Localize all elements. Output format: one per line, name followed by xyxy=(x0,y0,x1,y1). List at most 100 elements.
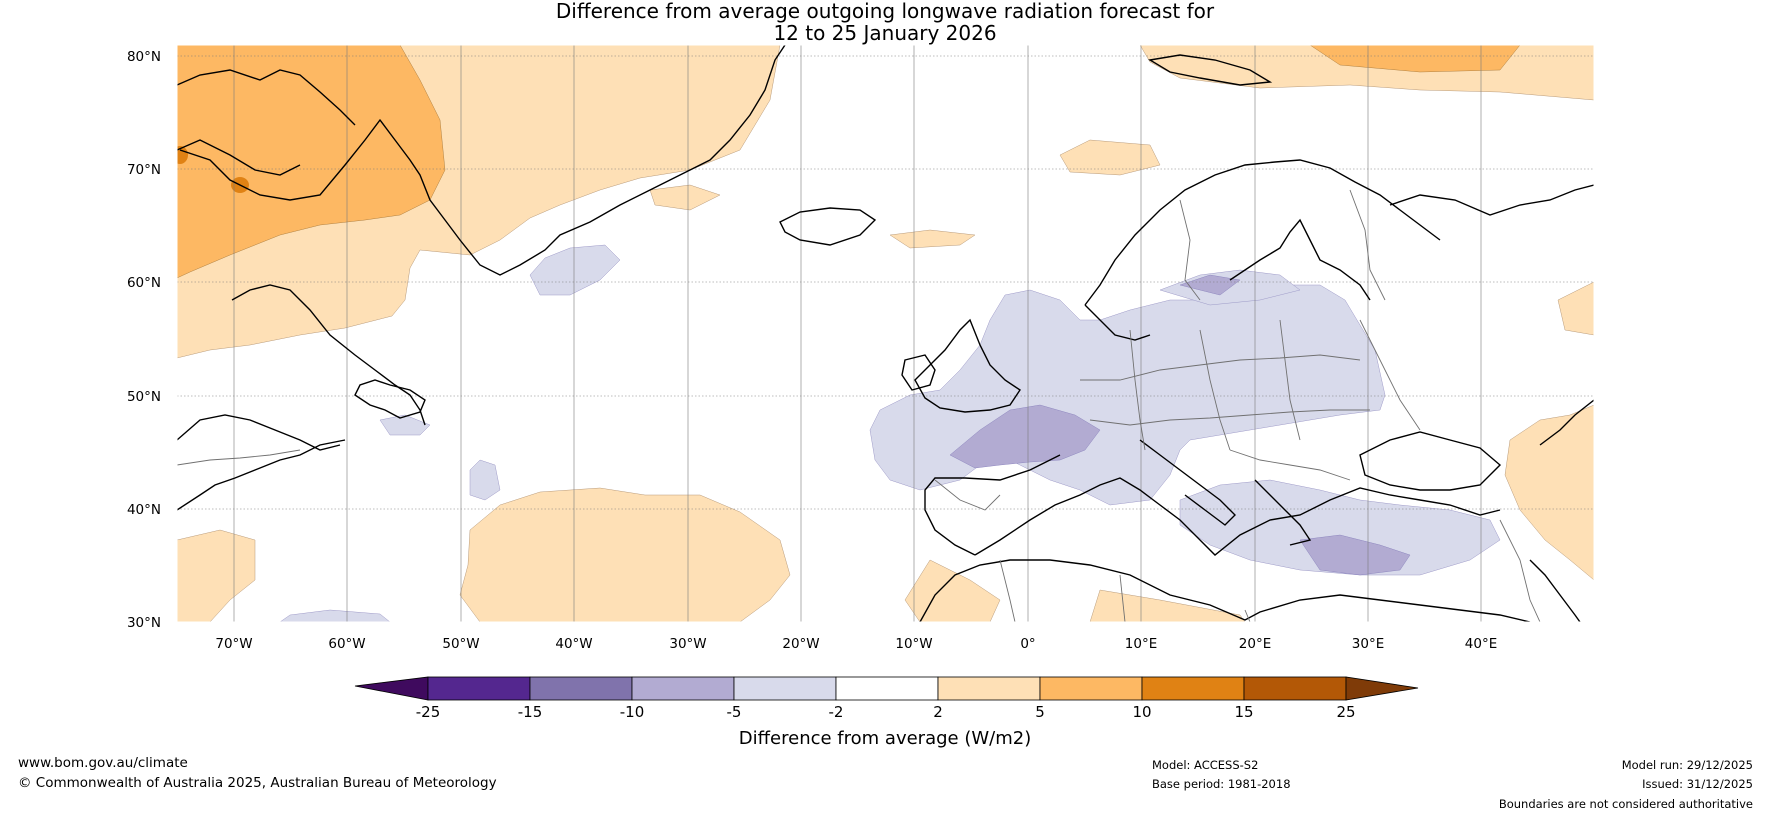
colorbar-segment xyxy=(354,676,429,701)
lon-label: 70°W xyxy=(215,636,252,652)
colorbar-segment xyxy=(937,676,1041,701)
lon-label: 10°E xyxy=(1125,636,1157,652)
anomaly-france xyxy=(949,404,1101,469)
colorbar-tick: 10 xyxy=(1132,703,1152,721)
border-europe-central-1 xyxy=(1080,354,1361,381)
anomaly-faroe xyxy=(889,229,976,249)
colorbar-tick: 2 xyxy=(933,703,943,721)
anomaly-positive-moderate xyxy=(177,45,1521,279)
lon-label: 60°W xyxy=(328,636,365,652)
lat-label: 80°N xyxy=(127,49,161,65)
footer-issued: Issued: 31/12/2025 xyxy=(1642,777,1753,791)
colorbar-segment xyxy=(1243,676,1347,701)
lat-label: 60°N xyxy=(127,275,161,291)
coastlines xyxy=(177,45,1594,622)
footer-boundaries: Boundaries are not considered authoritat… xyxy=(1498,797,1753,811)
colorbar-segment xyxy=(835,676,939,701)
colorbar-segment xyxy=(427,676,531,701)
lat-label: 30°N xyxy=(127,615,161,631)
border-europe-east-2 xyxy=(1279,319,1301,441)
anomaly-baltic xyxy=(1179,274,1241,296)
colorbar-tick: -10 xyxy=(619,703,645,721)
lon-label: 0° xyxy=(1020,636,1035,652)
coast-labrador xyxy=(231,284,426,426)
footer-model: Model: ACCESS-S2 xyxy=(1152,758,1259,772)
coast-greenland xyxy=(179,45,786,276)
border-canada-us xyxy=(177,449,301,466)
border-balkans xyxy=(1229,449,1351,481)
anomaly-newfoundland xyxy=(649,184,721,211)
coast-levant xyxy=(1539,399,1594,446)
anomaly-norwegian-sea xyxy=(1059,139,1161,176)
coast-quebec xyxy=(177,414,341,451)
anomaly-greenland-core xyxy=(177,45,446,279)
anomaly-north-atlantic-south xyxy=(459,487,791,622)
coast-newfoundland xyxy=(354,379,426,419)
coast-africa-north xyxy=(919,559,1531,622)
map-title-line1: Difference from average outgoing longwav… xyxy=(555,0,1215,23)
border-finland-russia xyxy=(1349,189,1386,301)
coast-mediterranean-north xyxy=(974,477,1501,556)
coast-svalbard xyxy=(1148,54,1273,86)
parallels xyxy=(177,55,1594,510)
coast-europe-atlantic xyxy=(924,454,1061,556)
coast-uk xyxy=(914,318,1021,413)
lon-label: 20°W xyxy=(782,636,819,652)
coast-italy xyxy=(1139,439,1236,526)
anomaly-russia-east xyxy=(1557,281,1594,336)
colorbar-title: Difference from average (W/m2) xyxy=(738,728,1032,749)
colorbar xyxy=(354,676,1419,701)
anomaly-spot-1 xyxy=(177,146,188,164)
border-north-africa-2 xyxy=(1119,574,1126,622)
coast-baltic xyxy=(1229,218,1371,301)
anomaly-newfoundland-south xyxy=(379,414,431,436)
footer-copyright: © Commonwealth of Australia 2025, Austra… xyxy=(18,775,497,791)
footer-url[interactable]: www.bom.gov.au/climate xyxy=(18,755,188,771)
anomaly-iceland-south xyxy=(529,244,621,296)
border-europe-east-1 xyxy=(1199,329,1231,451)
border-sweden-norway xyxy=(1179,199,1201,301)
border-europe-north-south xyxy=(1129,329,1146,451)
map-title-line2: 12 to 25 January 2026 xyxy=(773,21,997,45)
colorbar-tick: 15 xyxy=(1234,703,1254,721)
anomaly-middle-east xyxy=(1504,404,1594,581)
lon-label: 50°W xyxy=(442,636,479,652)
lon-label: 30°E xyxy=(1352,636,1384,652)
lat-label: 70°N xyxy=(127,162,161,178)
lon-label: 20°E xyxy=(1239,636,1271,652)
anomaly-mediterranean-east xyxy=(1179,479,1501,576)
border-middle-east xyxy=(1499,519,1541,622)
coast-red-sea xyxy=(1529,559,1581,622)
colorbar-segment xyxy=(1039,676,1143,701)
border-russia-ukraine xyxy=(1359,319,1421,431)
coast-russia-arctic xyxy=(1389,184,1594,216)
lat-label: 50°N xyxy=(127,389,161,405)
axis-labels: 80°N 70°N 60°N 50°N 40°N 30°N 70°W 60°W … xyxy=(127,49,1497,652)
colorbar-tick: -2 xyxy=(828,703,844,721)
anomaly-negative-moderate xyxy=(949,274,1411,576)
border-north-africa-1 xyxy=(999,559,1016,622)
colorbar-segment xyxy=(1345,676,1419,701)
coast-nova-scotia xyxy=(177,439,346,511)
coast-scandinavia xyxy=(1084,159,1441,306)
country-boundaries xyxy=(177,189,1541,622)
colorbar-segment xyxy=(529,676,633,701)
coast-norway-south xyxy=(1084,304,1151,341)
coast-baffin xyxy=(177,139,301,176)
coast-greece xyxy=(1254,479,1312,546)
border-iberia xyxy=(934,479,1001,511)
lon-label: 30°W xyxy=(669,636,706,652)
colorbar-tick: 25 xyxy=(1336,703,1356,721)
colorbar-tick: -15 xyxy=(517,703,543,721)
anomaly-atlantic-sw xyxy=(177,529,256,622)
lat-label: 40°N xyxy=(127,502,161,518)
anomaly-atlantic-mid xyxy=(469,459,501,501)
coast-iceland xyxy=(779,207,877,246)
lon-label: 10°W xyxy=(895,636,932,652)
anomaly-atlantic-sw-low xyxy=(279,609,391,622)
colorbar-segment xyxy=(733,676,837,701)
colorbar-tick: -25 xyxy=(415,703,441,721)
footer-base-period: Base period: 1981-2018 xyxy=(1152,777,1291,791)
footer-model-run: Model run: 29/12/2025 xyxy=(1621,758,1753,772)
lon-label: 40°W xyxy=(555,636,592,652)
